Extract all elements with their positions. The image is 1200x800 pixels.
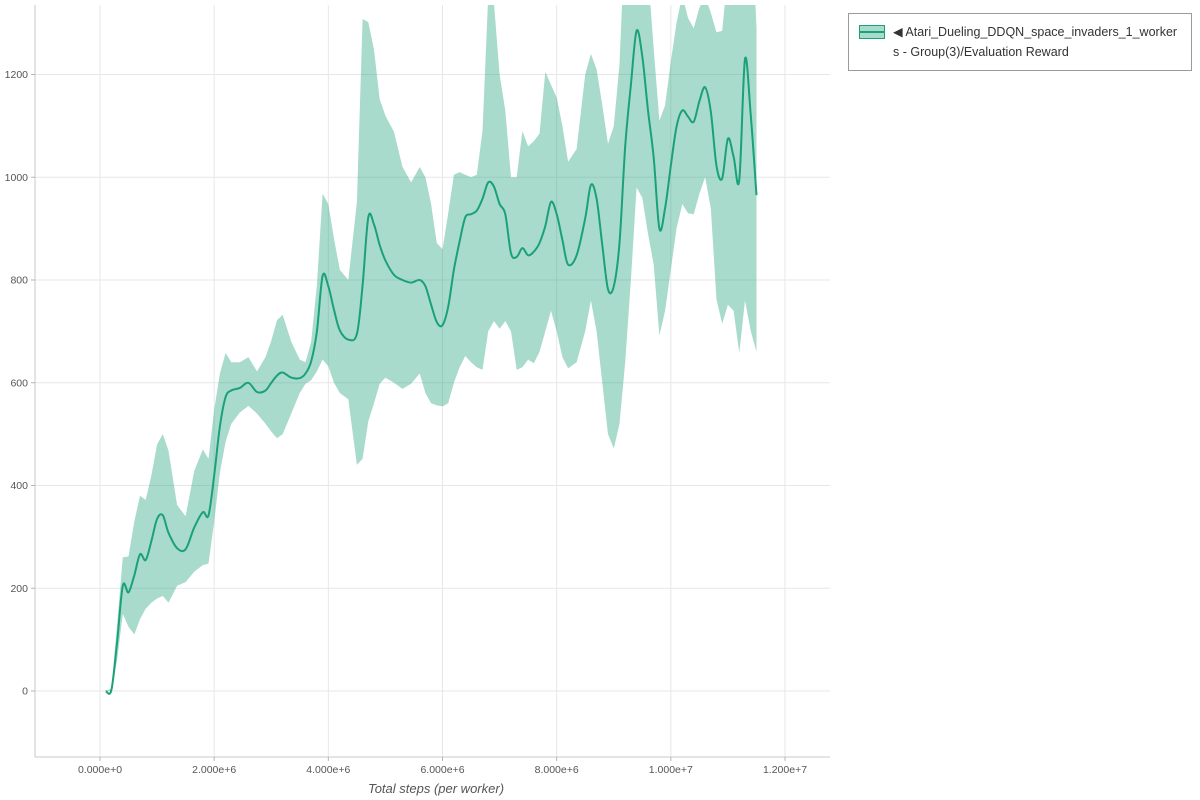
x-tick-label: 2.000e+6 [192,764,236,776]
x-tick-label: 4.000e+6 [306,764,350,776]
axis-spines [34,5,830,758]
mean-line [104,29,758,695]
gridlines [35,5,830,757]
y-tick-label: 1000 [5,172,29,184]
x-tick-label: 0.000e+0 [78,764,122,776]
legend-label: ◀ Atari_Dueling_DDQN_space_invaders_1_wo… [893,25,1178,59]
y-tick-label: 200 [10,583,28,595]
y-tick-label: 1200 [5,69,29,81]
y-tick-label: 800 [10,275,28,287]
y-tick-label: 400 [10,480,28,492]
x-tick-label: 1.200e+7 [763,764,807,776]
legend[interactable]: ◀ Atari_Dueling_DDQN_space_invaders_1_wo… [848,13,1192,71]
tick-marks [31,74,786,761]
tick-labels: 0.000e+0 2.000e+6 4.000e+6 6.000e+6 8.000e+6… [5,69,808,776]
y-tick-label: 600 [10,377,28,389]
x-tick-label: 1.000e+7 [649,764,693,776]
x-axis-label: Total steps (per worker) [367,781,505,796]
confidence-band [105,5,757,691]
x-tick-label: 6.000e+6 [420,764,464,776]
x-tick-label: 8.000e+6 [535,764,579,776]
legend-series-swatch-icon [859,25,885,39]
y-tick-label: 0 [22,686,28,698]
